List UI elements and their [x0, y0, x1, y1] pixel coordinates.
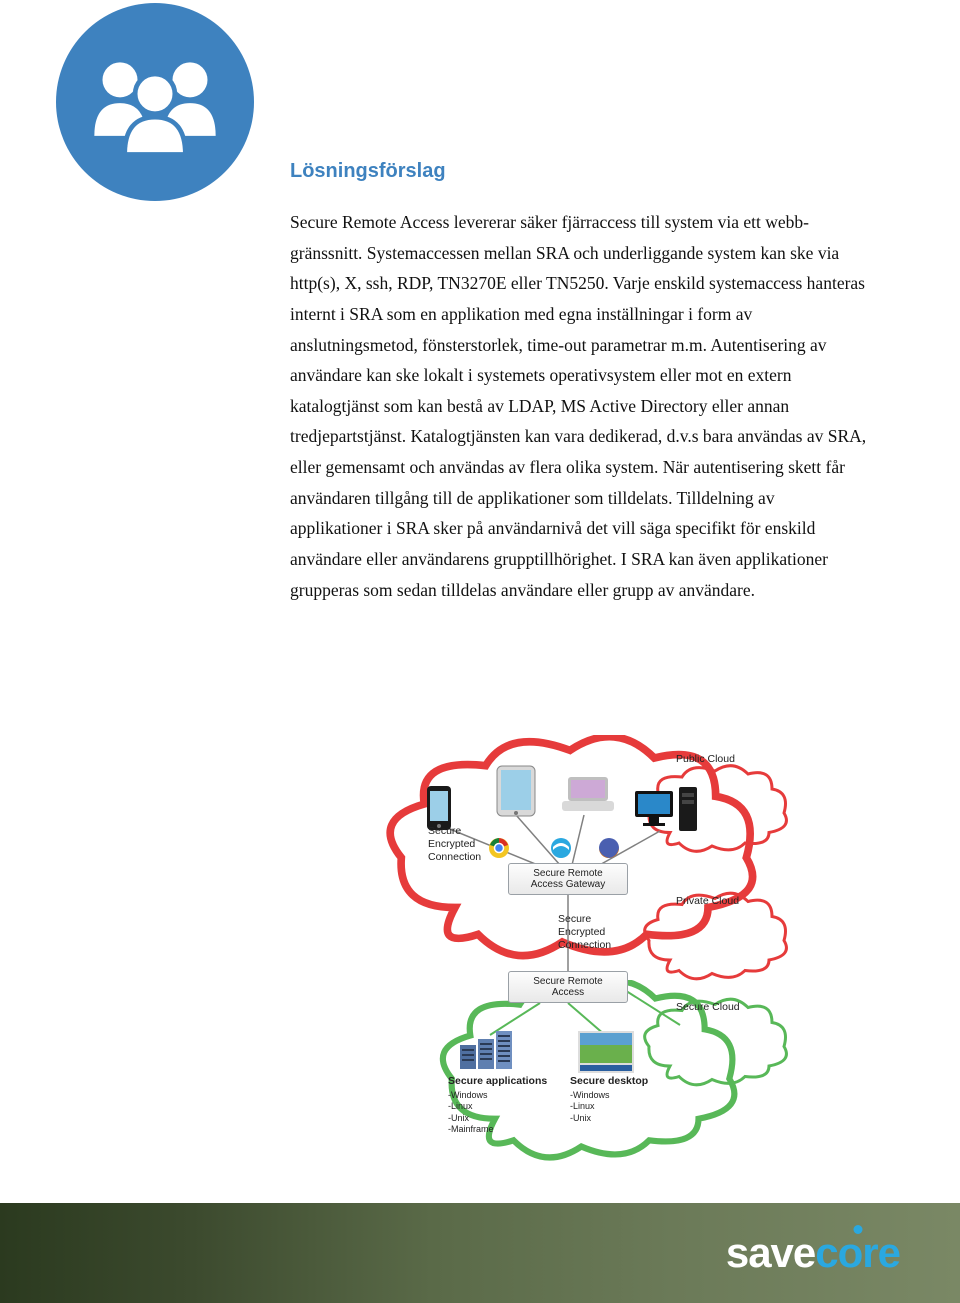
laptop-icon [560, 775, 616, 818]
label-secure-apps: Secure applications [448, 1075, 547, 1088]
logo-part-save: save [726, 1229, 815, 1276]
architecture-diagram: Public Cloud Private Cloud Secure Cloud … [340, 735, 800, 1175]
label-secure-desktop-list: -Windows -Linux -Unix [570, 1090, 610, 1124]
savecore-logo: savecore [726, 1229, 900, 1277]
people-badge [56, 3, 254, 201]
label-secure-apps-list: -Windows -Linux -Unix -Mainframe [448, 1090, 494, 1135]
box-access: Secure Remote Access [508, 971, 628, 1003]
people-group-icon [85, 47, 225, 157]
label-secure-conn-1: Secure Encrypted Connection [428, 825, 481, 864]
server-rack-icon [460, 1031, 516, 1076]
browser-ie-icon [550, 837, 572, 864]
box-gateway: Secure Remote Access Gateway [508, 863, 628, 895]
logo-part-core: core [815, 1229, 900, 1276]
label-secure-conn-2: Secure Encrypted Connection [558, 913, 611, 952]
browser-firefox-icon [598, 837, 620, 864]
label-public-cloud: Public Cloud [676, 753, 735, 766]
page-footer: savecore [0, 1203, 960, 1303]
label-private-cloud: Private Cloud [676, 895, 739, 908]
body-paragraph: Secure Remote Access levererar säker fjä… [290, 207, 870, 605]
tablet-icon [496, 765, 536, 822]
desktop-pc-icon [635, 787, 699, 838]
label-secure-cloud: Secure Cloud [676, 1001, 740, 1014]
content-block: Lösningsförslag Secure Remote Access lev… [290, 160, 870, 605]
browser-chrome-icon [488, 837, 510, 864]
label-secure-desktop: Secure desktop [570, 1075, 648, 1088]
logo-dot-icon [853, 1225, 862, 1234]
document-page: Lösningsförslag Secure Remote Access lev… [0, 0, 960, 1303]
desktop-screenshot-icon [578, 1031, 634, 1078]
section-heading: Lösningsförslag [290, 160, 870, 183]
